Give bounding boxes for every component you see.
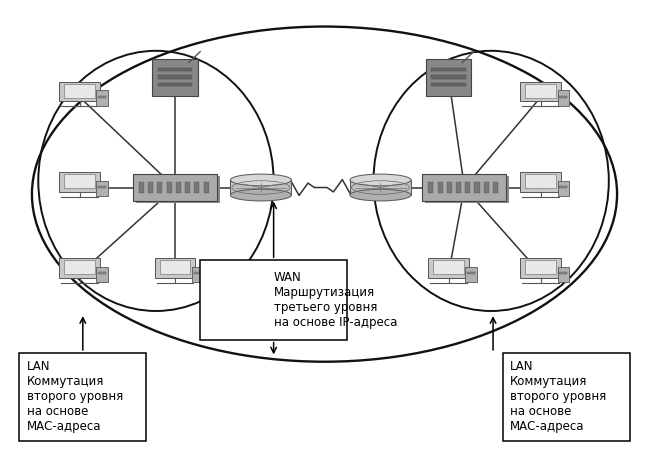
FancyBboxPatch shape <box>434 260 464 274</box>
FancyBboxPatch shape <box>201 260 347 340</box>
FancyBboxPatch shape <box>97 90 108 105</box>
FancyBboxPatch shape <box>493 182 498 193</box>
FancyBboxPatch shape <box>98 186 106 189</box>
FancyBboxPatch shape <box>426 59 471 95</box>
FancyBboxPatch shape <box>148 182 153 193</box>
Ellipse shape <box>350 174 411 186</box>
FancyBboxPatch shape <box>167 182 172 193</box>
FancyBboxPatch shape <box>520 172 561 192</box>
Ellipse shape <box>230 174 291 186</box>
FancyBboxPatch shape <box>557 180 569 196</box>
FancyBboxPatch shape <box>97 180 108 196</box>
FancyBboxPatch shape <box>98 96 106 98</box>
FancyBboxPatch shape <box>230 180 291 195</box>
FancyBboxPatch shape <box>456 182 461 193</box>
FancyBboxPatch shape <box>559 272 567 274</box>
FancyBboxPatch shape <box>59 172 100 192</box>
FancyBboxPatch shape <box>136 176 220 203</box>
FancyBboxPatch shape <box>158 76 192 79</box>
FancyBboxPatch shape <box>559 186 567 189</box>
FancyBboxPatch shape <box>559 96 567 98</box>
FancyBboxPatch shape <box>502 353 630 441</box>
FancyBboxPatch shape <box>526 260 556 274</box>
FancyBboxPatch shape <box>437 182 443 193</box>
FancyBboxPatch shape <box>526 84 556 98</box>
FancyBboxPatch shape <box>557 90 569 105</box>
FancyBboxPatch shape <box>64 174 95 188</box>
FancyBboxPatch shape <box>176 182 181 193</box>
FancyBboxPatch shape <box>158 83 192 86</box>
FancyBboxPatch shape <box>158 68 192 72</box>
FancyBboxPatch shape <box>557 266 569 282</box>
FancyBboxPatch shape <box>425 176 509 203</box>
FancyBboxPatch shape <box>193 272 201 274</box>
FancyBboxPatch shape <box>139 182 144 193</box>
FancyBboxPatch shape <box>160 260 190 274</box>
Ellipse shape <box>350 189 411 201</box>
FancyBboxPatch shape <box>467 272 475 274</box>
Ellipse shape <box>230 189 291 201</box>
FancyBboxPatch shape <box>432 76 466 79</box>
FancyBboxPatch shape <box>520 258 561 278</box>
FancyBboxPatch shape <box>350 180 411 195</box>
FancyBboxPatch shape <box>133 174 217 201</box>
FancyBboxPatch shape <box>158 182 162 193</box>
FancyBboxPatch shape <box>484 182 489 193</box>
Text: WAN
Маршрутизация
третьего уровня
на основе IP-адреса: WAN Маршрутизация третьего уровня на осн… <box>274 271 397 329</box>
FancyBboxPatch shape <box>154 258 195 278</box>
FancyBboxPatch shape <box>432 68 466 72</box>
FancyBboxPatch shape <box>59 82 100 101</box>
FancyBboxPatch shape <box>422 174 506 201</box>
FancyBboxPatch shape <box>98 272 106 274</box>
FancyBboxPatch shape <box>465 266 476 282</box>
FancyBboxPatch shape <box>474 182 480 193</box>
FancyBboxPatch shape <box>428 182 434 193</box>
FancyBboxPatch shape <box>428 258 469 278</box>
FancyBboxPatch shape <box>19 353 147 441</box>
FancyBboxPatch shape <box>59 258 100 278</box>
FancyBboxPatch shape <box>152 59 198 95</box>
FancyBboxPatch shape <box>465 182 471 193</box>
FancyBboxPatch shape <box>432 83 466 86</box>
FancyBboxPatch shape <box>447 182 452 193</box>
FancyBboxPatch shape <box>192 266 203 282</box>
FancyBboxPatch shape <box>185 182 190 193</box>
FancyBboxPatch shape <box>194 182 199 193</box>
FancyBboxPatch shape <box>64 84 95 98</box>
Text: LAN
Коммутация
второго уровня
на основе
МАС-адреса: LAN Коммутация второго уровня на основе … <box>510 360 606 433</box>
FancyBboxPatch shape <box>204 182 208 193</box>
FancyBboxPatch shape <box>526 174 556 188</box>
Text: LAN
Коммутация
второго уровня
на основе
МАС-адреса: LAN Коммутация второго уровня на основе … <box>27 360 123 433</box>
FancyBboxPatch shape <box>97 266 108 282</box>
FancyBboxPatch shape <box>520 82 561 101</box>
FancyBboxPatch shape <box>64 260 95 274</box>
